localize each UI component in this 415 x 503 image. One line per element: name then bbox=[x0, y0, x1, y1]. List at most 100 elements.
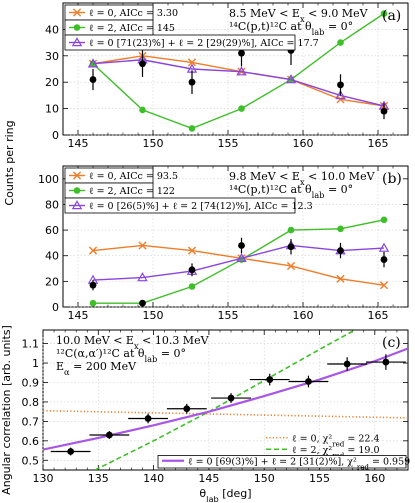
y-tick-label: 1 bbox=[32, 357, 39, 370]
data-point bbox=[238, 242, 245, 249]
data-point bbox=[188, 78, 196, 86]
x-tick-label: 140 bbox=[143, 472, 164, 485]
x-tick-label: 145 bbox=[68, 309, 89, 322]
y-tick-label: 0.9 bbox=[22, 377, 40, 390]
x-tick-label: 160 bbox=[293, 309, 314, 322]
y-tick-label: 0 bbox=[52, 129, 59, 142]
data-point bbox=[139, 60, 146, 68]
x-tick-label: 165 bbox=[368, 137, 389, 150]
series-1-marker bbox=[188, 125, 196, 132]
series-0-marker-stroke-2 bbox=[379, 281, 389, 290]
series-2-marker bbox=[137, 272, 148, 282]
data-point bbox=[287, 243, 295, 251]
data-point bbox=[337, 81, 344, 89]
data-point bbox=[89, 76, 97, 83]
panel-a: 145 150 155 160 165 0 10 20 30 40 (a) 8.5 MeV < Ex … bbox=[45, 2, 409, 150]
series-line-0 bbox=[43, 409, 408, 419]
data-point bbox=[105, 431, 113, 439]
legend-label-2: ℓ = 0 [26(5)%] + ℓ = 2 [74(12)%], AICc =… bbox=[89, 201, 313, 212]
y-tick-label: 1.1 bbox=[22, 338, 40, 351]
panel-annotation-c: ¹²C(α,α′)¹²C at θlab = 0° bbox=[56, 347, 186, 364]
series-0-marker bbox=[286, 261, 296, 271]
y-tick-label: 0.8 bbox=[22, 396, 40, 409]
legend-box-2 bbox=[64, 197, 296, 214]
series-0-marker-stroke-2 bbox=[138, 241, 147, 250]
data-point bbox=[144, 415, 152, 422]
data-point bbox=[382, 358, 390, 366]
series-1-marker bbox=[337, 225, 344, 233]
panel-annotation-b: ¹⁴C(p,t)¹²C at θlab = 0° bbox=[229, 183, 353, 200]
series-0-marker bbox=[138, 241, 147, 250]
panel-annotation-a: ¹⁴C(p,t)¹²C at θlab = 0° bbox=[229, 20, 353, 37]
series-0-marker-stroke-2 bbox=[336, 274, 345, 283]
series-0-marker bbox=[88, 246, 98, 255]
y-tick-label: 100 bbox=[38, 173, 59, 186]
legend-label-0: ℓ = 0, χ²red = 22.4 bbox=[292, 433, 380, 448]
data-point bbox=[238, 49, 245, 57]
y-tick-label: 0 bbox=[52, 301, 59, 314]
x-tick-label: 155 bbox=[218, 137, 239, 150]
panel-label-a: (a) bbox=[382, 8, 401, 24]
panel-annotation-b: 9.8 MeV < Ex < 10.0 MeV bbox=[229, 170, 376, 187]
y-tick-label: 0.7 bbox=[22, 415, 40, 428]
series-1-marker bbox=[188, 283, 196, 290]
series-0-marker bbox=[187, 58, 197, 67]
data-point bbox=[227, 394, 235, 402]
panel-c: 130 135 140 145 150 155 160 0.5 0.6 0.7 0.8 0.9 1 1.1… bbox=[0, 325, 410, 503]
y-tick-label: 0.5 bbox=[22, 454, 40, 467]
x-tick-label: 135 bbox=[88, 472, 109, 485]
y-tick-label: 40 bbox=[45, 250, 59, 263]
legend-marker-2 bbox=[71, 37, 83, 47]
y-tick-label: 30 bbox=[45, 50, 59, 63]
y-tick-label: 20 bbox=[45, 76, 59, 89]
legend-label-1: ℓ = 2, AICc = 122 bbox=[89, 186, 175, 197]
legend-marker-1 bbox=[73, 187, 81, 194]
x-tick-label: 150 bbox=[254, 472, 275, 485]
data-point bbox=[183, 405, 191, 413]
legend-box-2 bbox=[64, 34, 296, 51]
legend-label-0: ℓ = 0, AICc = 3.30 bbox=[89, 8, 178, 19]
series-2-marker bbox=[236, 66, 247, 76]
series-0-marker bbox=[379, 281, 389, 290]
series-0-marker-stroke-2 bbox=[88, 246, 98, 255]
y-tick-label: 20 bbox=[45, 275, 59, 288]
series-2-marker bbox=[236, 252, 247, 263]
legend-label-2: ℓ = 0 [71(23)%] + ℓ = 2 [29(29)%], AICc … bbox=[89, 38, 319, 49]
x-axis-title: θlab [deg] bbox=[199, 487, 251, 503]
legend-marker-0-stroke-2 bbox=[72, 171, 82, 180]
series-1-marker bbox=[337, 39, 344, 46]
data-point bbox=[266, 376, 274, 383]
data-point bbox=[67, 448, 75, 455]
legend-marker-0 bbox=[72, 8, 82, 17]
series-1-marker bbox=[380, 216, 388, 224]
panel-annotation-c: Eα = 200 MeV bbox=[56, 360, 137, 377]
series-2-marker bbox=[335, 89, 346, 100]
series-0-marker bbox=[187, 246, 197, 255]
series-2-marker bbox=[87, 58, 99, 68]
y-tick-label: 40 bbox=[45, 23, 59, 36]
legend-marker-0-stroke-2 bbox=[72, 8, 82, 17]
panel-b: 145 150 155 160 165 0 20 40 60 80 100 (b) 9.8 MeV < … bbox=[38, 165, 409, 322]
data-point bbox=[89, 281, 97, 289]
x-tick-label: 160 bbox=[293, 137, 314, 150]
series-0-marker bbox=[336, 95, 345, 104]
panel-label-c: (c) bbox=[382, 335, 401, 351]
x-tick-label: 150 bbox=[143, 309, 164, 322]
series-1-marker bbox=[89, 299, 97, 307]
data-point bbox=[380, 256, 388, 263]
plot-area-b bbox=[87, 216, 390, 307]
x-tick-label: 155 bbox=[309, 472, 330, 485]
x-tick-label: 145 bbox=[68, 137, 89, 150]
data-point bbox=[305, 378, 312, 385]
series-1-marker bbox=[238, 105, 245, 112]
data-point bbox=[188, 266, 196, 274]
legend-box-fit bbox=[157, 455, 407, 469]
y-tick-label: 80 bbox=[45, 198, 59, 211]
data-point bbox=[337, 247, 344, 255]
data-point bbox=[139, 299, 146, 307]
y-tick-label: 60 bbox=[45, 224, 59, 237]
panel-annotation-a: 8.5 MeV < Ex < 9.0 MeV bbox=[229, 7, 369, 24]
data-point bbox=[380, 107, 388, 115]
series-0-marker bbox=[336, 274, 345, 283]
